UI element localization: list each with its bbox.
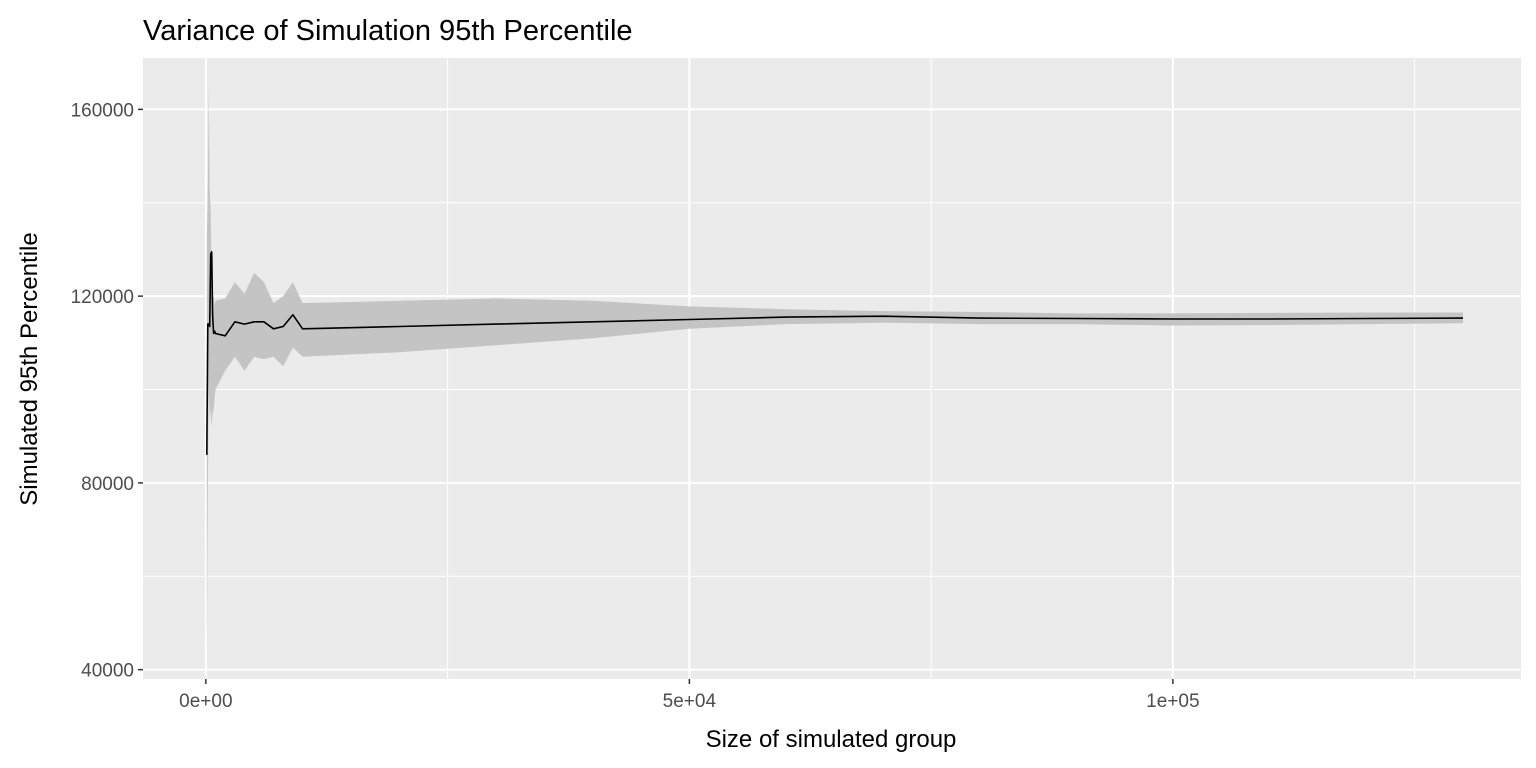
chart-title: Variance of Simulation 95th Percentile	[143, 15, 633, 47]
y-tick-label: 40000	[81, 661, 134, 682]
y-tick-label: 120000	[71, 287, 134, 308]
percentile-line-layer	[206, 251, 1464, 455]
y-axis: 40000 80000 120000 160000	[71, 100, 143, 682]
x-tick-label: 0e+00	[179, 691, 232, 712]
plot-panel	[143, 58, 1521, 679]
x-axis: 0e+00 5e+04 1e+05	[179, 679, 1200, 712]
minor-gridlines	[143, 58, 1521, 679]
x-tick-label: 5e+04	[663, 691, 717, 712]
y-tick-label: 160000	[71, 100, 134, 121]
y-tick-label: 80000	[81, 474, 134, 495]
x-axis-title: Size of simulated group	[706, 726, 957, 753]
y-axis-title: Simulated 95th Percentile	[16, 232, 43, 506]
percentile-line	[206, 251, 1464, 455]
x-tick-label: 1e+05	[1146, 691, 1199, 712]
major-gridlines	[143, 58, 1521, 679]
